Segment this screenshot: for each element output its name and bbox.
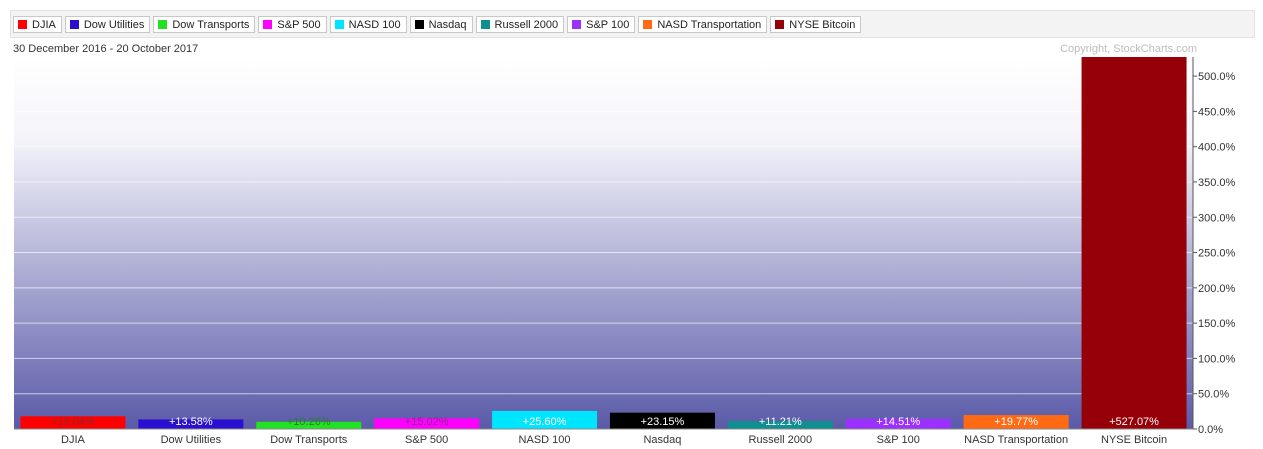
legend-swatch — [263, 20, 273, 29]
y-tick-label: 50.0% — [1198, 389, 1229, 401]
value-label-dow-utilities: +13.58% — [169, 416, 213, 428]
value-label-russell-2000: +11.21% — [759, 416, 802, 428]
bar-dow-utilities — [138, 419, 244, 429]
legend-label: Nasdaq — [428, 18, 467, 31]
plot-background — [14, 57, 1193, 429]
x-tick-label-sandp-500: S&P 500 — [405, 434, 448, 446]
value-label-dow-transports: +10.26% — [287, 416, 331, 428]
legend-item-sandp-100[interactable]: S&P 100 — [567, 16, 636, 33]
x-tick-label-dow-utilities: Dow Utilities — [161, 434, 222, 446]
y-axis-labels: 0.0% 50.0% 100.0% 150.0% 200.0% 250.0% 300.0% 3… — [1193, 71, 1236, 436]
y-tick-label: 150.0% — [1198, 318, 1236, 330]
x-tick-label-nyse-bitcoin: NYSE Bitcoin — [1101, 434, 1167, 446]
legend-label: Dow Utilities — [83, 18, 145, 31]
value-label-nyse-bitcoin: +527.07% — [1109, 416, 1159, 428]
legend-items: DJIA Dow Utilities Dow Transports S&P 500 NA… — [13, 16, 864, 33]
bar-sandp-500 — [374, 418, 480, 429]
bar-russell-2000 — [727, 421, 833, 429]
legend-swatch — [18, 20, 27, 29]
legend-swatch — [69, 20, 79, 29]
x-tick-label-nasd-transportation: NASD Transportation — [964, 434, 1068, 446]
legend-item-nasd-transportation[interactable]: NASD Transportation — [638, 16, 768, 33]
x-tick-label-dow-transports: Dow Transports — [270, 434, 348, 446]
copyright-label: Copyright, StockCharts.com — [1060, 43, 1197, 55]
value-label-nasd-100: +25.60% — [523, 416, 567, 428]
legend-item-russell-2000[interactable]: Russell 2000 — [475, 16, 565, 33]
value-labels: +18.04% +13.58% +10.26% +15.02% +25.60% +23.1… — [51, 416, 1159, 428]
legend-item-djia[interactable]: DJIA — [13, 16, 62, 33]
bar-dow-transports — [256, 421, 362, 429]
legend-swatch — [158, 20, 168, 29]
bar-nasd-100 — [492, 410, 598, 429]
date-range-label: 30 December 2016 - 20 October 2017 — [13, 43, 199, 55]
legend-item-nyse-bitcoin[interactable]: NYSE Bitcoin — [770, 16, 862, 33]
legend-swatch — [775, 20, 785, 29]
y-tick-label: 250.0% — [1198, 248, 1236, 260]
value-label-sandp-500: +15.02% — [405, 416, 449, 428]
y-tick-label: 200.0% — [1198, 283, 1236, 295]
legend-label: Russell 2000 — [494, 18, 559, 31]
value-label-nasd-transportation: +19.77% — [994, 416, 1038, 428]
value-label-sandp-100: +14.51% — [876, 416, 920, 428]
y-tick-label: 400.0% — [1198, 142, 1236, 154]
legend-item-dow-utilities[interactable]: Dow Utilities — [64, 16, 151, 33]
legend-item-sandp-500[interactable]: S&P 500 — [258, 16, 327, 33]
legend-label: DJIA — [32, 18, 56, 31]
y-tick-label: 450.0% — [1198, 106, 1236, 118]
legend-label: NYSE Bitcoin — [789, 18, 856, 31]
legend-label: S&P 500 — [277, 18, 321, 31]
value-label-nasdaq: +23.15% — [641, 416, 685, 428]
legend-swatch — [334, 20, 344, 29]
y-tick-label: 100.0% — [1198, 353, 1236, 365]
x-tick-label-nasd-100: NASD 100 — [519, 434, 571, 446]
legend-item-nasdaq[interactable]: Nasdaq — [409, 16, 473, 33]
bar-nasdaq — [609, 412, 715, 429]
bar-nyse-bitcoin — [1081, 57, 1187, 429]
x-tick-label-djia: DJIA — [61, 434, 86, 446]
legend-swatch — [414, 20, 424, 29]
legend-item-nasd-100[interactable]: NASD 100 — [329, 16, 407, 33]
x-axis-labels: DJIA Dow Utilities Dow Transports S&P 500 NA… — [61, 434, 1167, 446]
y-tick-label: 350.0% — [1198, 177, 1236, 189]
x-tick-label-sandp-100: S&P 100 — [877, 434, 920, 446]
legend-label: Dow Transports — [172, 18, 250, 31]
legend-label: S&P 100 — [586, 18, 630, 31]
bar-sandp-100 — [845, 418, 951, 429]
gridlines — [14, 75, 1193, 395]
x-tick-label-russell-2000: Russell 2000 — [749, 434, 813, 446]
legend-swatch — [643, 20, 653, 29]
value-label-djia: +18.04% — [51, 416, 95, 428]
bar-nasd-transportation — [963, 415, 1069, 429]
y-tick-label: 300.0% — [1198, 212, 1236, 224]
y-tick-label: 0.0% — [1198, 424, 1223, 436]
legend-item-dow-transports[interactable]: Dow Transports — [153, 16, 256, 33]
bars — [20, 57, 1187, 429]
legend-swatch — [572, 20, 582, 29]
legend-swatch — [480, 20, 490, 29]
legend-label: NASD Transportation — [657, 18, 762, 31]
legend-label: NASD 100 — [348, 18, 401, 31]
legend-bar: DJIA Dow Utilities Dow Transports S&P 500 NA… — [10, 10, 1255, 38]
x-tick-label-nasdaq: Nasdaq — [643, 434, 681, 446]
bar-djia — [20, 416, 126, 429]
y-tick-label: 500.0% — [1198, 71, 1236, 83]
